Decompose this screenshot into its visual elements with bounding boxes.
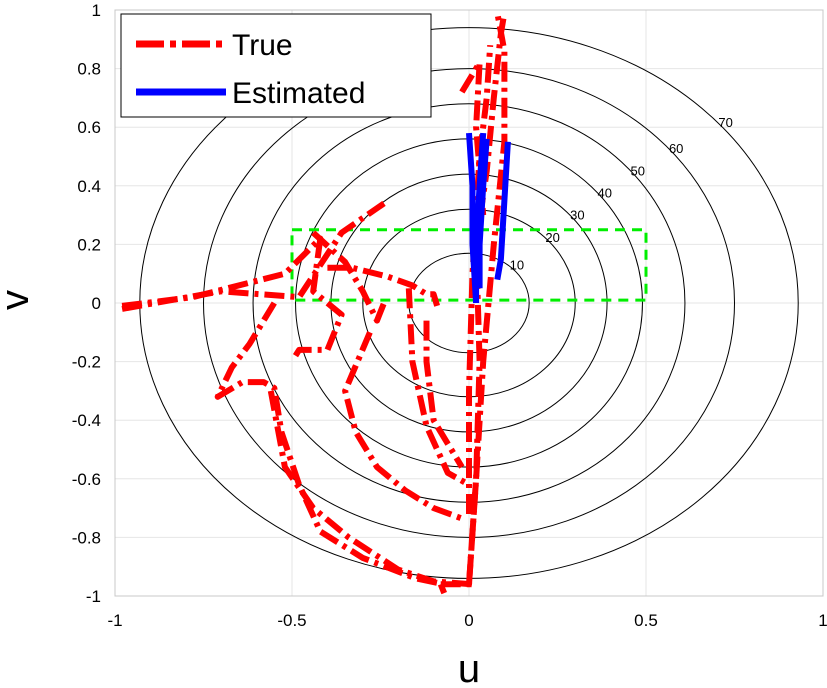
y-tick-label: -0.4 — [72, 411, 101, 430]
series-estimated-line — [494, 141, 511, 281]
y-tick-label: 0.2 — [77, 235, 101, 254]
plot-frame — [114, 9, 824, 597]
y-tick-label: 1 — [92, 1, 101, 20]
y-tick-label: -0.8 — [72, 528, 101, 547]
series-true-line — [121, 235, 345, 358]
y-tick-label: 0.4 — [77, 177, 101, 196]
series-layer — [121, 12, 511, 595]
series-true-line — [311, 230, 387, 324]
y-tick-label: -0.6 — [72, 470, 101, 489]
legend-box — [120, 13, 432, 118]
series-true-line — [405, 288, 471, 488]
x-tick-label: 0 — [464, 611, 473, 630]
contour-label: 40 — [598, 185, 612, 200]
series-true-line — [267, 390, 473, 588]
contour-ring — [203, 68, 735, 538]
x-tick-label: 0.5 — [634, 611, 658, 630]
x-tick-label: -1 — [107, 611, 122, 630]
contour-label: 10 — [510, 258, 524, 273]
contour-label: 50 — [631, 163, 645, 178]
x-tick-label: 1 — [818, 611, 827, 630]
y-axis-label: v — [0, 290, 37, 310]
series-true-line — [459, 59, 487, 216]
region-box — [290, 228, 648, 302]
tick-labels: -1 -0.5 0 0.5 1 -1 -0.8 -0.6 -0.4 -0.2 0 0.2 0.4 0.6 0… — [72, 1, 827, 630]
x-axis-label: u — [458, 647, 480, 688]
y-tick-label: -1 — [86, 587, 101, 606]
series-true-line — [214, 301, 445, 588]
series-true-line — [327, 264, 440, 307]
legend: True Estimated — [120, 13, 432, 118]
contour-label: 70 — [718, 115, 732, 130]
contour-label: 30 — [570, 208, 584, 223]
legend-label-estimated: Estimated — [232, 77, 365, 110]
y-tick-label: -0.2 — [72, 353, 101, 372]
series-estimated-line — [473, 132, 487, 303]
y-tick-label: 0.6 — [77, 118, 101, 137]
region-box-layer — [290, 228, 648, 302]
x-tick-label: -0.5 — [277, 611, 306, 630]
y-tick-label: 0.8 — [77, 60, 101, 79]
y-tick-label: 0 — [92, 294, 101, 313]
contour-label: 60 — [669, 141, 683, 156]
series-true-line — [466, 12, 508, 585]
series-estimated-line — [476, 138, 490, 289]
legend-label-true: True — [232, 29, 293, 62]
series-true-line — [437, 583, 447, 595]
contour-label: 20 — [545, 230, 559, 245]
series-true-line — [342, 331, 467, 523]
series-true-line — [423, 320, 465, 469]
